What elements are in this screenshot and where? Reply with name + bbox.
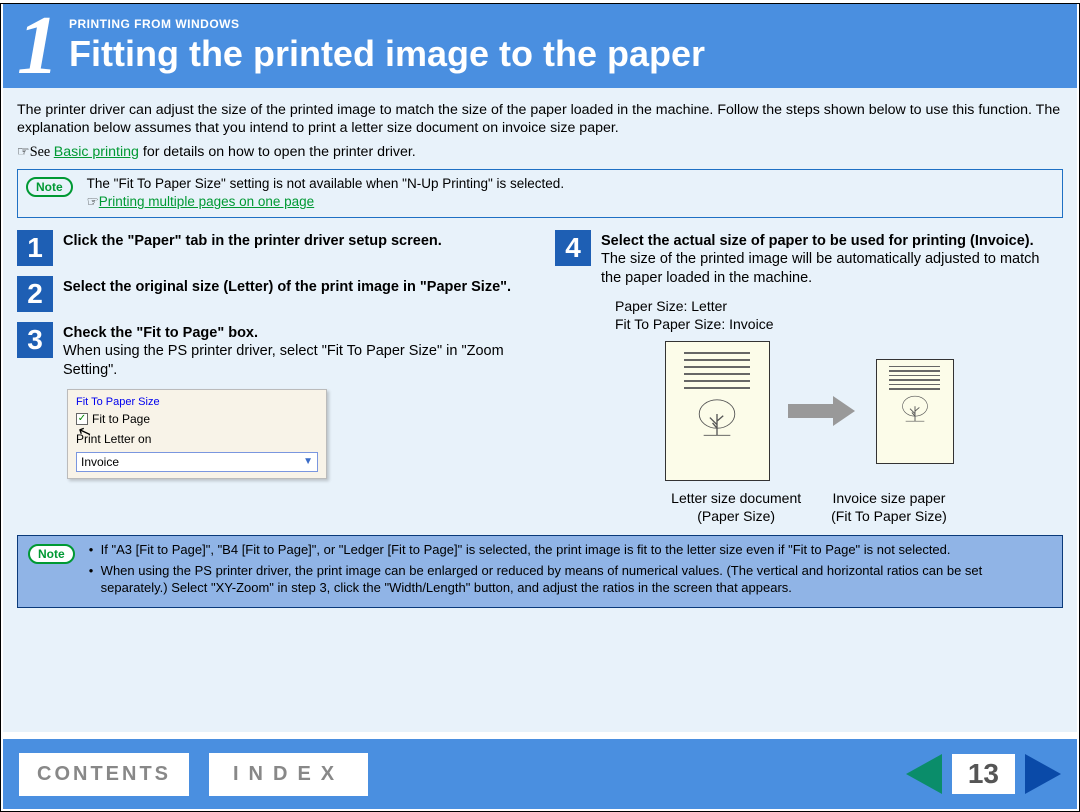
doc-lines [684,352,750,394]
note2-bullets: If "A3 [Fit to Page]", "B4 [Fit to Page]… [89,542,1052,601]
arrow-icon [788,396,858,426]
dialog-print-label-row: Print Letter on [76,432,318,446]
invoice-document-illustration [876,359,954,464]
tree-icon [694,398,740,438]
index-button[interactable]: INDEX [209,753,368,796]
page-footer: CONTENTS INDEX 13 [3,739,1077,809]
page-navigation: 13 [906,754,1061,794]
note2-bullet-1: If "A3 [Fit to Page]", "B4 [Fit to Page]… [89,542,1052,559]
dialog-checkbox-row: ✓ Fit to Page ↖ [76,412,318,426]
checkbox-label: Fit to Page [92,412,150,426]
page-number: 13 [952,754,1015,794]
letter-document-illustration [665,341,770,481]
next-page-button[interactable] [1025,754,1061,794]
note2-bullet-2: When using the PS printer driver, the pr… [89,563,1052,597]
print-letter-on-label: Print Letter on [76,432,151,446]
prev-page-button[interactable] [906,754,942,794]
doc-lines [889,366,940,393]
tree-icon [899,395,931,423]
contents-button[interactable]: CONTENTS [19,753,189,796]
